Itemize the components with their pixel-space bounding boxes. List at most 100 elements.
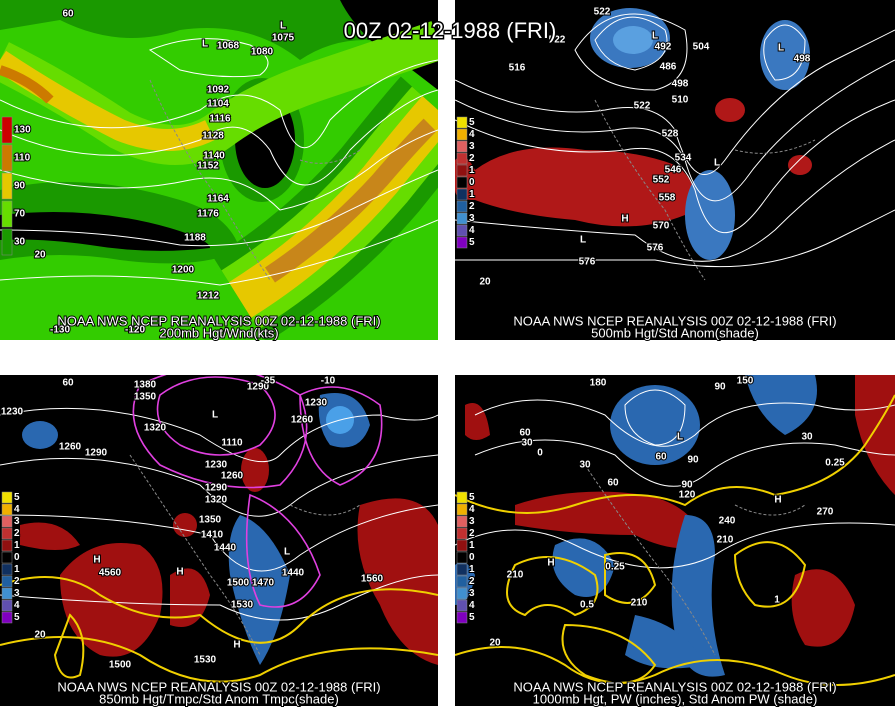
map-shape xyxy=(0,576,438,644)
legend-swatch xyxy=(456,587,468,600)
contour-label: 534 xyxy=(675,153,692,164)
legend-label: 2 xyxy=(469,528,475,539)
map-shape xyxy=(715,98,745,122)
legend-swatch xyxy=(1,539,13,552)
map-shape xyxy=(0,169,438,247)
contour-label: 1500 xyxy=(227,578,250,589)
legend-label: 2 xyxy=(469,201,475,212)
legend-swatch xyxy=(1,551,13,564)
panel-footer: NOAA NWS NCEP REANALYSIS 00Z 02-12-1988 … xyxy=(57,679,380,694)
map-1000mb xyxy=(455,375,895,706)
legend-label: 130 xyxy=(14,125,31,136)
map-shape xyxy=(455,99,895,233)
map-shape xyxy=(0,65,54,104)
contour-label: 1128 xyxy=(202,131,224,142)
map-shape xyxy=(455,139,895,262)
map-shape xyxy=(584,464,806,656)
contour-label: 4560 xyxy=(99,568,122,579)
legend-swatch xyxy=(456,188,468,201)
contour-label: 1140 xyxy=(203,151,225,162)
legend-label: 5 xyxy=(469,117,475,128)
contour-label: 1200 xyxy=(172,265,195,276)
map-shape xyxy=(685,170,735,260)
contour-label: L xyxy=(714,158,720,169)
map-shape xyxy=(855,375,895,495)
legend-label: 5 xyxy=(469,492,475,503)
legend-label: 1 xyxy=(469,564,475,575)
map-200mb xyxy=(0,0,438,340)
contour-label: L xyxy=(202,39,208,50)
legend-swatch xyxy=(1,575,13,588)
contour-label: 522 xyxy=(594,7,611,18)
contour-label: L xyxy=(580,235,586,246)
contour-label: 30 xyxy=(521,438,533,449)
contour-label: 1260 xyxy=(221,471,244,482)
map-shape xyxy=(733,541,807,608)
contour-label: 1068 xyxy=(217,41,240,52)
legend-swatch xyxy=(456,503,468,516)
panel-subtitle: 850mb Hgt/Tmpc/Std Anom Tmpc(shade) xyxy=(99,691,339,706)
contour-label: 0.5 xyxy=(580,600,594,611)
map-shape xyxy=(53,613,85,679)
map-shape xyxy=(455,646,895,686)
map-shape xyxy=(455,29,895,176)
contour-label: 522 xyxy=(634,101,651,112)
contour-label: 1530 xyxy=(194,655,217,666)
legend-swatch xyxy=(456,551,468,564)
legend-label: 5 xyxy=(469,612,475,623)
contour-label: 90 xyxy=(714,382,726,393)
contour-label: 1350 xyxy=(134,392,157,403)
contour-label: 60 xyxy=(62,378,74,389)
contour-label: 0 xyxy=(537,448,543,459)
contour-label: 1230 xyxy=(305,398,328,409)
contour-label: 1092 xyxy=(207,85,230,96)
legend-swatch xyxy=(456,599,468,612)
legend-label: 4 xyxy=(469,600,475,611)
contour-label: 1164 xyxy=(207,194,229,205)
legend-label: 1 xyxy=(469,540,475,551)
legend-label: 3 xyxy=(14,516,20,527)
panel-footer: NOAA NWS NCEP REANALYSIS 00Z 02-12-1988 … xyxy=(57,313,380,328)
contour-label: 90 xyxy=(687,455,699,466)
map-shape xyxy=(149,79,361,281)
contour-label: 60 xyxy=(62,9,74,20)
map-shape xyxy=(228,515,290,665)
contour-label: 240 xyxy=(719,516,736,527)
map-shape xyxy=(760,20,810,90)
legend-label: 2 xyxy=(14,576,20,587)
contour-label: 570 xyxy=(653,221,670,232)
contour-label: 60 xyxy=(519,428,531,439)
map-shape xyxy=(0,0,438,60)
contour-label: 1440 xyxy=(214,543,237,554)
legend-swatch xyxy=(456,491,468,504)
map-shape xyxy=(594,16,668,71)
map-shape xyxy=(604,552,657,604)
map-shape xyxy=(455,522,895,569)
map-shape xyxy=(0,454,438,517)
legend-label: 2 xyxy=(469,576,475,587)
contour-label: 546 xyxy=(665,165,682,176)
contour-label: L xyxy=(212,410,218,421)
contour-label: 20 xyxy=(34,250,46,261)
legend-label: 2 xyxy=(469,153,475,164)
contour-label: 510 xyxy=(672,95,689,106)
legend-label: 3 xyxy=(469,213,475,224)
contour-label: 486 xyxy=(660,62,677,73)
map-shape xyxy=(763,24,806,81)
map-shape xyxy=(170,568,210,627)
contour-label: 1350 xyxy=(199,515,222,526)
contour-label: 1152 xyxy=(197,161,219,172)
legend-swatch xyxy=(1,116,13,144)
contour-label: 552 xyxy=(653,175,670,186)
panel-subtitle: 500mb Hgt/Std Anom(shade) xyxy=(591,325,759,340)
page-title: 00Z 02-12-1988 (FRI) xyxy=(344,18,557,43)
contour-label: 150 xyxy=(737,376,754,387)
legend-swatch xyxy=(456,116,468,129)
contour-label: 528 xyxy=(662,129,679,140)
contour-label: 1212 xyxy=(197,291,220,302)
map-shape xyxy=(455,394,895,514)
contour-label: 210 xyxy=(507,570,524,581)
map-shape xyxy=(624,389,686,446)
